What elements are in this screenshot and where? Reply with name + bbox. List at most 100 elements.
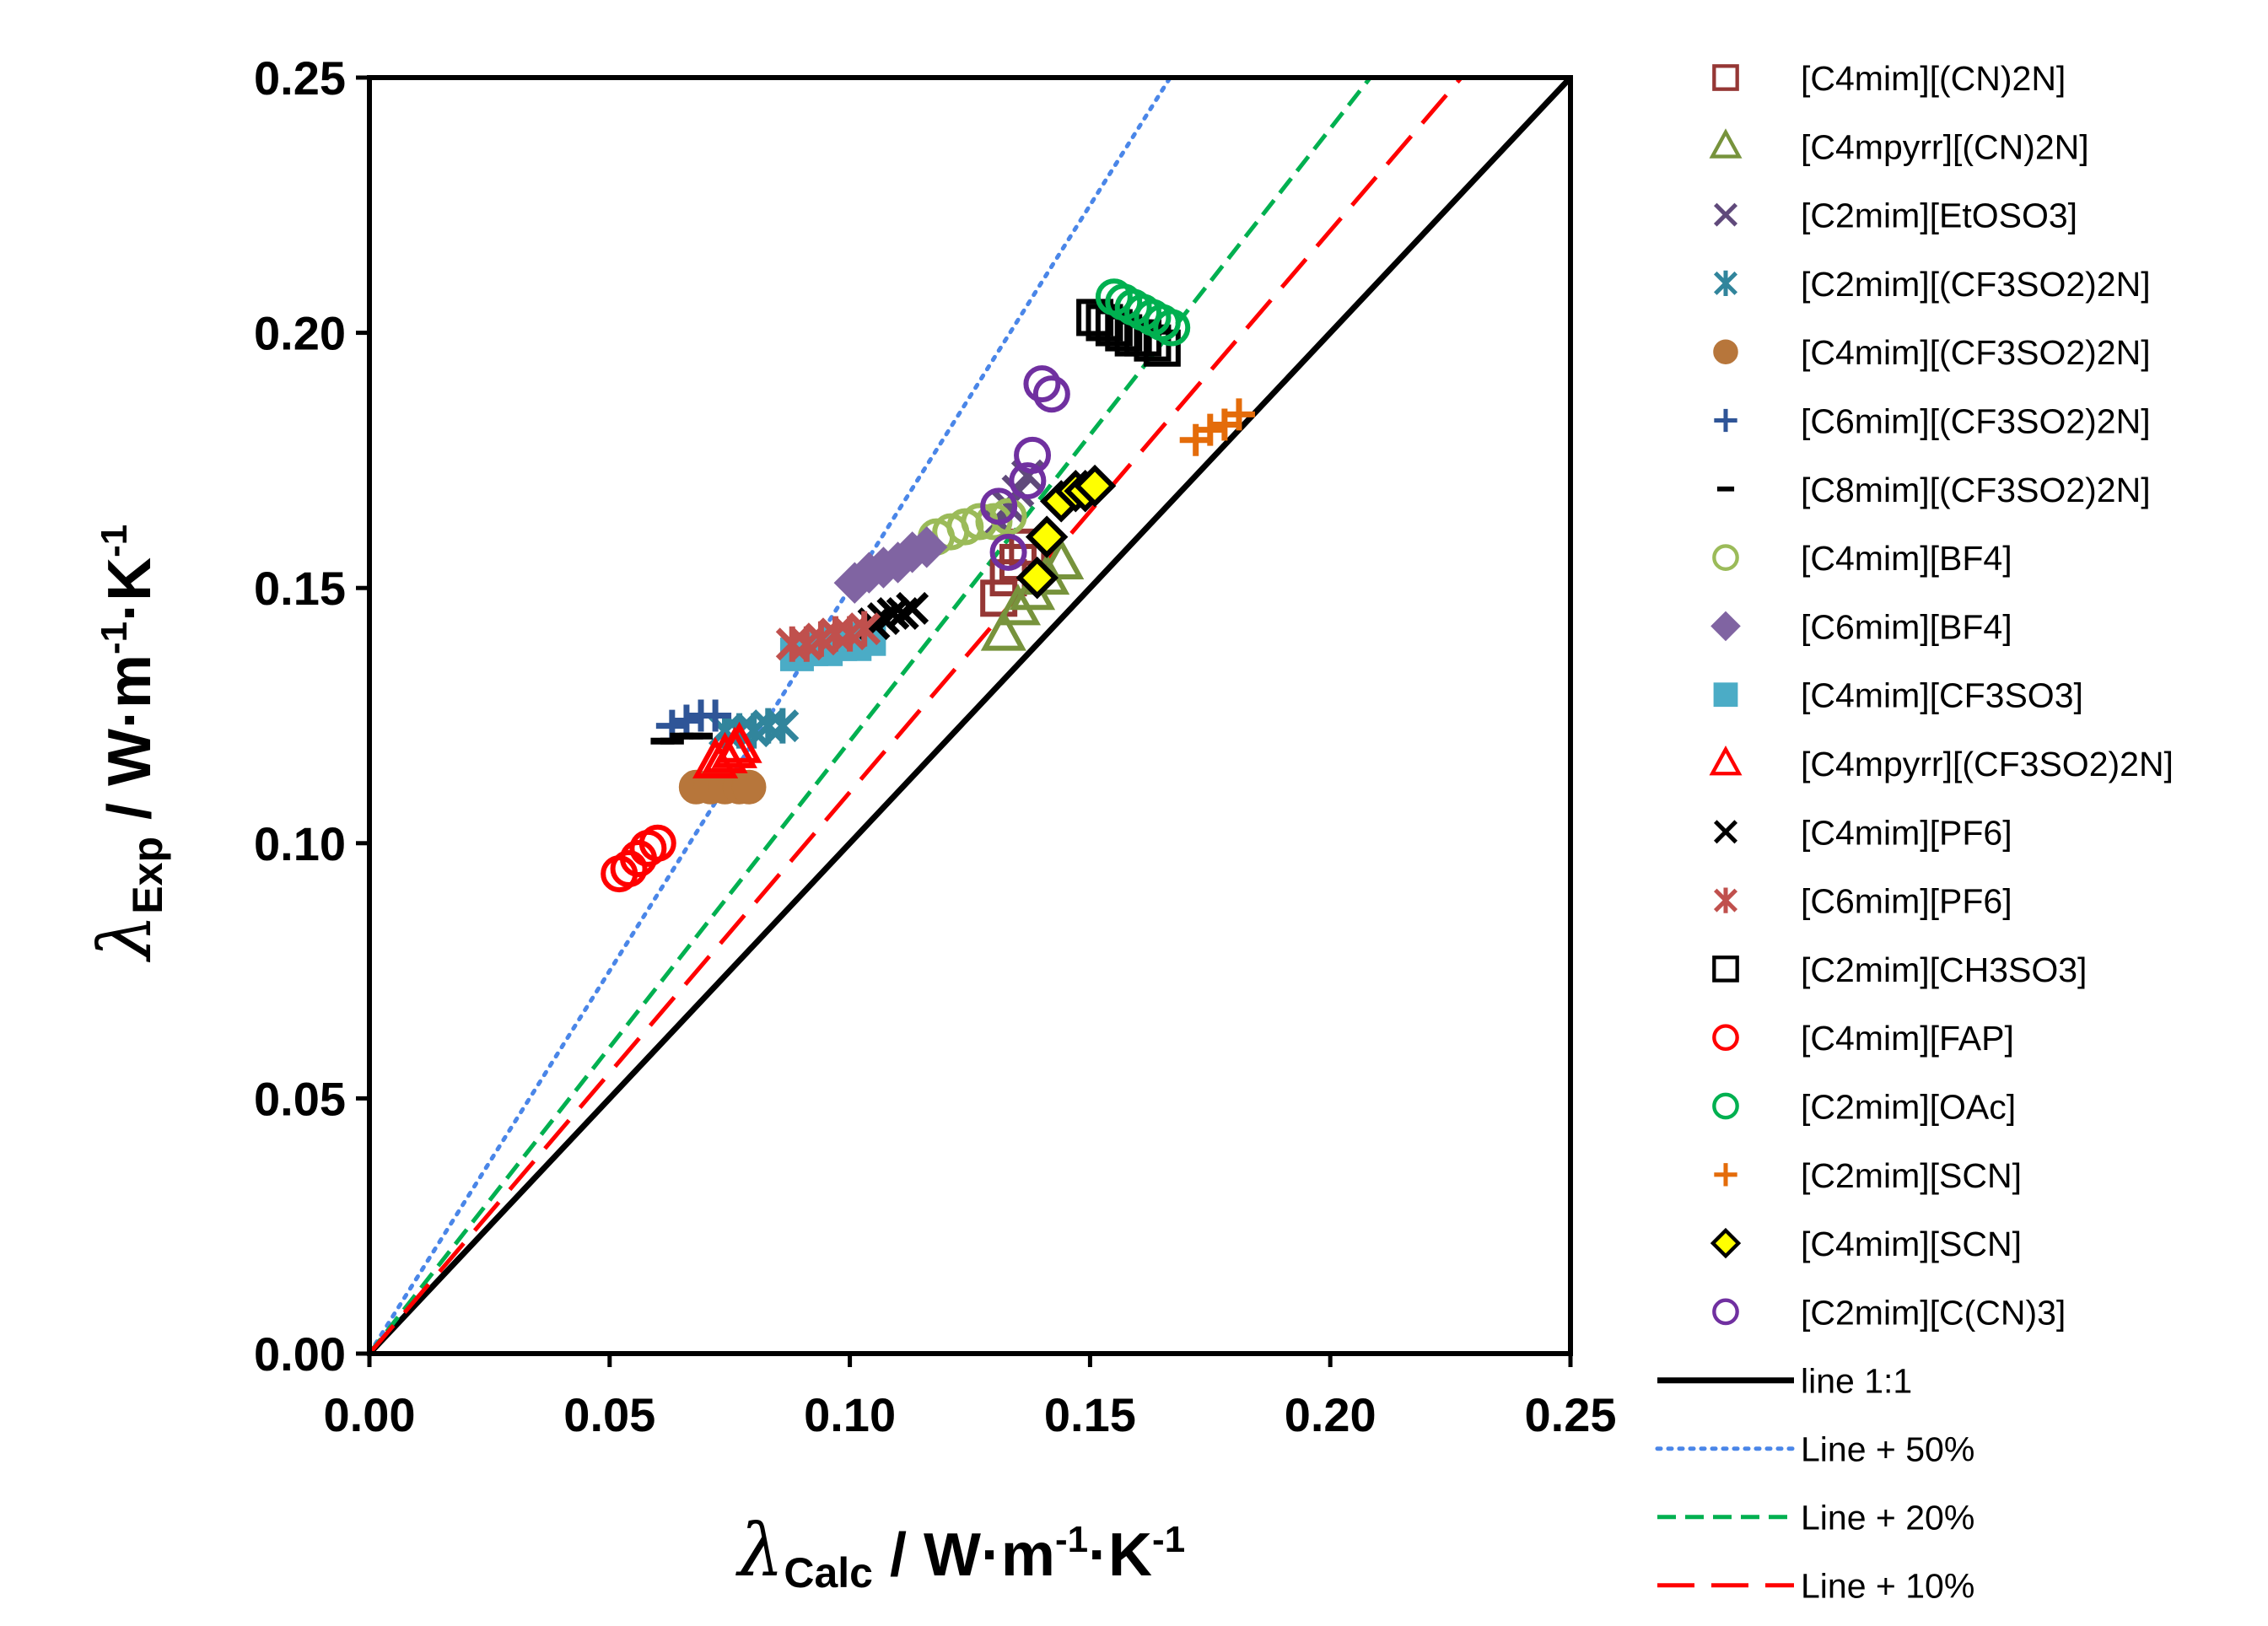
legend-item-9: [C4mim][CF3SO3] <box>1713 676 2083 715</box>
series-5 <box>655 699 732 742</box>
legend-item-1: [C4mpyrr][(CN)2N] <box>1709 127 2089 166</box>
legend-label-2: [C2mim][EtOSO3] <box>1801 197 2077 235</box>
series-4-point-4 <box>731 769 767 805</box>
legend-label-13: [C2mim][CH3SO3] <box>1801 950 2087 989</box>
series-2-point-1 <box>992 489 1026 523</box>
legend-marker-18 <box>1712 1298 1739 1326</box>
ref-line-3 <box>369 78 1463 1354</box>
x-tick-label-0: 0.00 <box>324 1388 416 1441</box>
legend-line-label-2: Line + 20% <box>1801 1499 1974 1537</box>
legend-label-17: [C4mim][SCN] <box>1801 1225 2022 1263</box>
x-tick-label-3: 0.15 <box>1044 1388 1136 1441</box>
x-tick-label-2: 0.10 <box>804 1388 896 1441</box>
series-1-point-0 <box>980 609 1026 651</box>
legend-item-15: [C2mim][OAc] <box>1712 1088 2016 1127</box>
legend-marker-3 <box>1713 270 1738 297</box>
legend-label-4: [C4mim][(CF3SO2)2N] <box>1801 333 2151 372</box>
legend-item-5: [C6mim][(CF3SO2)2N] <box>1714 402 2151 441</box>
legend-marker-16 <box>1714 1163 1737 1187</box>
x-tick-label-5: 0.25 <box>1525 1388 1617 1441</box>
legend-label-16: [C2mim][SCN] <box>1801 1156 2022 1195</box>
legend-item-13: [C2mim][CH3SO3] <box>1712 950 2087 989</box>
legend-marker-10 <box>1709 745 1743 776</box>
series-14-point-1 <box>610 850 648 888</box>
series-14-point-4 <box>638 824 676 862</box>
series-8-point-5 <box>906 526 948 568</box>
legend-item-2: [C2mim][EtOSO3] <box>1713 197 2077 235</box>
legend-item-12: [C6mim][PF6] <box>1713 882 2012 921</box>
ref-line-1 <box>369 78 1172 1354</box>
legend-marker-5 <box>1714 408 1737 433</box>
legend-label-11: [C4mim][PF6] <box>1801 813 2012 852</box>
legend-marker-7 <box>1712 544 1739 571</box>
series-18-point-4 <box>1023 365 1061 403</box>
series-15 <box>1095 278 1191 347</box>
legend-item-4: [C4mim][(CF3SO2)2N] <box>1713 333 2151 372</box>
legend-label-15: [C2mim][OAc] <box>1801 1088 2016 1127</box>
plot-area: 0.00 0.05 0.10 0.15 0.20 0.25 0.00 0.05 0.10 0.15… <box>254 51 2174 1606</box>
series-18-point-0 <box>980 487 1018 525</box>
legend-marker-13 <box>1712 956 1739 983</box>
legend-marker-8 <box>1710 611 1741 642</box>
y-tick-label-3: 0.15 <box>254 562 346 615</box>
legend-marker-2 <box>1713 202 1738 227</box>
series-11-point-1 <box>866 602 900 635</box>
legend-marker-1 <box>1709 128 1743 159</box>
legend-item-11: [C4mim][PF6] <box>1713 813 2012 852</box>
series-11-point-4 <box>896 591 929 625</box>
series-1-point-4 <box>1038 537 1085 579</box>
series-10 <box>692 721 762 778</box>
legend-label-18: [C2mim][C(CN)3] <box>1801 1293 2066 1332</box>
series-8 <box>833 526 948 604</box>
series-18-point-2 <box>1009 462 1047 500</box>
legend-item-16: [C2mim][SCN] <box>1714 1156 2022 1195</box>
legend-label-12: [C6mim][PF6] <box>1801 882 2012 921</box>
series-10-point-1 <box>702 731 748 773</box>
legend-line-item-3: Line + 10% <box>1657 1567 1974 1606</box>
legend-marker-4 <box>1713 339 1738 364</box>
x-tick-label-1: 0.05 <box>563 1388 655 1441</box>
y-tick-label-5: 0.25 <box>254 51 346 105</box>
legend-marker-15 <box>1712 1092 1739 1120</box>
series-5-point-3 <box>699 699 732 732</box>
legend-marker-17 <box>1710 1227 1742 1259</box>
legend-item-7: [C4mim][BF4] <box>1712 539 2012 578</box>
y-tick-label-0: 0.00 <box>254 1327 346 1381</box>
legend-item-18: [C2mim][C(CN)3] <box>1712 1293 2066 1332</box>
series-16-point-1 <box>1193 413 1226 446</box>
series-3-point-4 <box>766 708 800 744</box>
series-4 <box>678 769 767 805</box>
legend-line-label-0: line 1:1 <box>1801 1362 1912 1401</box>
ref-line-2 <box>369 78 1372 1354</box>
legend-label-9: [C4mim][CF3SO3] <box>1801 676 2083 715</box>
series-18-point-1 <box>989 533 1027 571</box>
series-16-point-3 <box>1222 398 1255 431</box>
y-tick-label-1: 0.05 <box>254 1072 346 1125</box>
legend-line-label-1: Line + 50% <box>1801 1430 1974 1469</box>
series-11-point-3 <box>886 596 919 630</box>
legend-label-8: [C6mim][BF4] <box>1801 607 2012 646</box>
series-17-point-0 <box>1015 556 1059 600</box>
legend-line-item-2: Line + 20% <box>1657 1499 1974 1537</box>
x-tick-label-4: 0.20 <box>1285 1388 1376 1441</box>
legend-item-3: [C2mim][(CF3SO2)2N] <box>1713 265 2151 304</box>
legend: [C4mim][(CN)2N] [C4mpyrr][(CN)2N] [C2mim][… <box>1655 59 2174 1606</box>
y-tick-label-2: 0.10 <box>254 817 346 870</box>
series-18-point-3 <box>1014 436 1052 474</box>
legend-label-7: [C4mim][BF4] <box>1801 539 2012 578</box>
series-15-point-6 <box>1153 309 1191 347</box>
y-axis-title: λExp / W·m-1·K-1 <box>84 525 171 962</box>
legend-item-0: [C4mim][(CN)2N] <box>1712 59 2066 98</box>
series-12-point-5 <box>848 611 881 647</box>
legend-marker-14 <box>1712 1024 1739 1052</box>
series-11 <box>857 591 929 641</box>
series-14 <box>601 824 676 893</box>
series-17-point-1 <box>1025 515 1069 558</box>
legend-item-6: [C8mim][(CF3SO2)2N] <box>1716 471 2151 509</box>
legend-item-14: [C4mim][FAP] <box>1712 1019 2014 1058</box>
legend-item-10: [C4mpyrr][(CF3SO2)2N] <box>1709 745 2174 783</box>
series-17 <box>1015 464 1117 600</box>
series-10-point-3 <box>716 721 762 763</box>
reference-lines <box>369 78 1570 1354</box>
series-6 <box>650 732 714 745</box>
